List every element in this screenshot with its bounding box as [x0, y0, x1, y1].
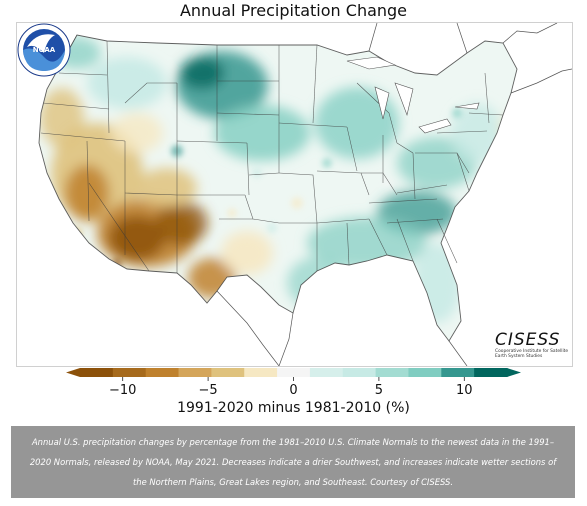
cisess-logo: CISESS Cooperative Institute for Satelli… — [495, 331, 569, 359]
colorbar-cell — [145, 368, 180, 377]
colorbar-cell — [178, 368, 212, 377]
colorbar-label: 1991-2020 minus 1981-2010 (%) — [177, 400, 410, 416]
colorbar-cell — [441, 368, 475, 377]
svg-text:NOAA: NOAA — [33, 46, 56, 54]
cisess-wordmark: CISESS — [495, 330, 561, 350]
colorbar-tick-label: −5 — [199, 383, 218, 398]
colorbar-cell — [408, 368, 442, 377]
colorbar-cell — [211, 368, 245, 377]
map-title: Annual Precipitation Change — [179, 1, 408, 20]
colorbar-cells — [66, 368, 521, 377]
colorbar-arrow-high — [507, 368, 521, 377]
great-lakes — [346, 56, 480, 134]
colorbar-ticks: −10 −5 0 5 10 — [109, 377, 473, 398]
colorbar-cell — [375, 368, 409, 377]
colorbar-cell — [342, 368, 377, 377]
colorbar-tick-label: −10 — [109, 383, 136, 398]
colorbar-cell — [80, 368, 114, 377]
surrounding-land — [56, 23, 572, 366]
noaa-logo: NOAA — [17, 23, 71, 77]
colorbar-tick-label: 5 — [375, 383, 383, 398]
colorbar: −10 −5 0 5 10 — [66, 368, 521, 398]
state-borders — [38, 34, 518, 342]
colorbar-tick-label: 10 — [456, 383, 473, 398]
colorbar-cell — [474, 368, 508, 377]
figure-caption: Annual U.S. precipitation changes by per… — [11, 426, 575, 498]
colorbar-arrow-low — [66, 368, 80, 377]
colorbar-cell — [244, 368, 278, 377]
colorbar-tick-label: 0 — [289, 383, 297, 398]
colorbar-cell — [309, 368, 344, 377]
colorbar-cell — [112, 368, 147, 377]
colorbar-cell — [277, 368, 311, 377]
precipitation-map: NOAA CISESS Cooperative Institute for Sa… — [16, 22, 573, 367]
map-canvas — [38, 23, 572, 366]
cisess-subtitle: Cooperative Institute for Satellite Eart… — [495, 349, 569, 359]
